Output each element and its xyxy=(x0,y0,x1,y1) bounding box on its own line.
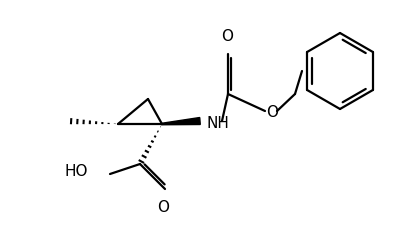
Polygon shape xyxy=(162,118,200,125)
Text: NH: NH xyxy=(207,115,230,130)
Text: O: O xyxy=(266,104,278,119)
Text: O: O xyxy=(221,29,233,44)
Text: O: O xyxy=(157,199,169,214)
Text: HO: HO xyxy=(65,164,88,179)
